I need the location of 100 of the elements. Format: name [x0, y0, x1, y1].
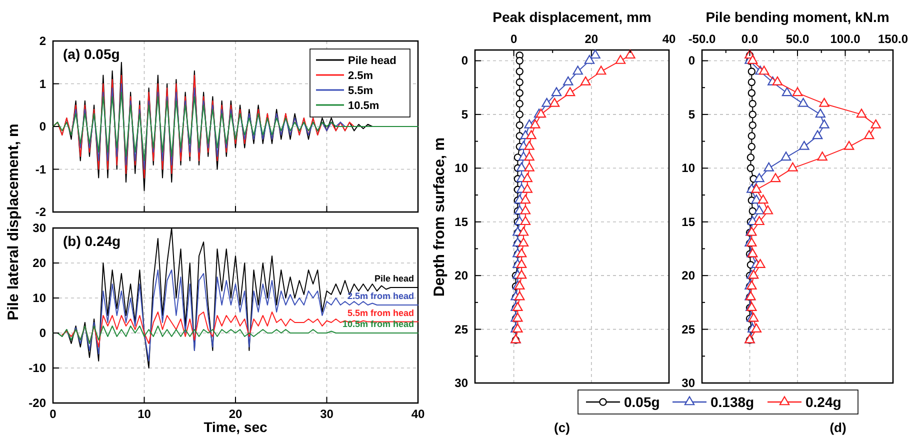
point: [792, 87, 803, 96]
x-tick-label: 0.0: [741, 32, 758, 46]
point: [512, 312, 523, 322]
point: [514, 280, 525, 290]
point: [782, 87, 792, 96]
y-tick-label: 15: [682, 214, 696, 229]
y-tick-label: 5: [688, 107, 696, 122]
point: [512, 302, 523, 311]
point: [754, 216, 764, 226]
legend-label: 0.05g: [624, 394, 660, 410]
point: [748, 121, 756, 130]
point: [762, 205, 774, 214]
point: [516, 110, 524, 118]
point: [755, 259, 766, 268]
line-series: [62, 312, 418, 348]
point: [516, 162, 527, 172]
point: [572, 66, 583, 75]
point: [596, 66, 606, 75]
point: [870, 119, 881, 128]
y-tick-label: 0: [39, 326, 46, 340]
y-tick-label: 30: [454, 376, 468, 390]
point: [751, 184, 762, 193]
x-tick-label: 40: [411, 407, 425, 421]
point: [516, 68, 524, 76]
point: [754, 173, 764, 182]
y-tick-label: 20: [32, 256, 46, 270]
point: [815, 108, 826, 118]
x-tick-label: 20: [228, 407, 242, 421]
y-tick-label: 30: [682, 376, 696, 390]
point: [520, 216, 531, 226]
point: [615, 54, 626, 64]
point: [516, 270, 527, 279]
point: [748, 100, 756, 108]
x-axis-title: Peak displacement, mm: [492, 9, 652, 25]
point: [518, 226, 529, 236]
x-tick-label: 10: [138, 407, 152, 421]
point: [580, 76, 591, 86]
point: [524, 152, 534, 161]
point: [522, 184, 532, 193]
point: [746, 154, 755, 162]
point: [748, 89, 756, 97]
point: [746, 164, 755, 172]
point: [758, 194, 768, 204]
line-series: [66, 270, 418, 362]
chart-title: (a) 0.05g: [63, 46, 120, 62]
y-tick-label: 2: [39, 34, 46, 48]
point: [856, 108, 867, 118]
series-label: Pile head: [374, 274, 414, 284]
point: [516, 78, 524, 86]
point: [746, 238, 757, 247]
x-tick-label: 0: [510, 32, 518, 46]
point: [524, 162, 534, 172]
point: [748, 110, 756, 118]
y-tick-label: 0: [39, 120, 46, 134]
point: [530, 119, 540, 128]
y-tick-label: 10: [682, 161, 696, 176]
point: [520, 205, 531, 214]
y-tick-label: 0: [461, 54, 468, 68]
point: [817, 152, 828, 161]
x-axis-title: Pile bending moment, kN.m: [706, 9, 890, 25]
legend-label: 0.24g: [806, 394, 842, 410]
point: [520, 194, 531, 204]
point: [516, 56, 524, 65]
x-tick-label: 20: [584, 32, 598, 46]
point: [751, 323, 762, 332]
point: [526, 130, 536, 140]
point: [551, 87, 562, 96]
point: [864, 130, 874, 140]
point: [764, 162, 774, 172]
x-axis-title: Time, sec: [204, 419, 268, 435]
point: [748, 207, 756, 215]
point: [584, 54, 595, 64]
series-label: 5.5m from head: [347, 308, 414, 318]
line-series: [52, 326, 418, 344]
legend-label: 2.5m: [348, 70, 374, 82]
point: [516, 248, 527, 258]
point: [798, 98, 808, 107]
point: [799, 140, 810, 150]
point: [542, 98, 552, 107]
point: [770, 173, 781, 182]
point: [772, 76, 783, 86]
y-tick-label: 5: [461, 107, 468, 122]
point: [819, 119, 830, 128]
y-tick-label: -2: [35, 205, 46, 219]
point: [748, 78, 756, 86]
point: [788, 162, 798, 172]
point: [563, 76, 574, 86]
point: [512, 323, 523, 332]
series-label: 10.5m from head: [342, 319, 414, 329]
legend-label: Pile head: [348, 55, 396, 67]
x-tick-label: 40: [662, 32, 676, 46]
point: [524, 140, 534, 150]
x-tick-label: 30: [320, 407, 334, 421]
point: [518, 238, 529, 247]
point: [812, 130, 823, 140]
point: [748, 142, 756, 151]
y-tick-label: 25: [682, 322, 696, 336]
y-tick-label: -1: [35, 162, 46, 176]
y-axis-title: Pile lateral displacement, m: [5, 124, 22, 320]
point: [514, 291, 525, 300]
